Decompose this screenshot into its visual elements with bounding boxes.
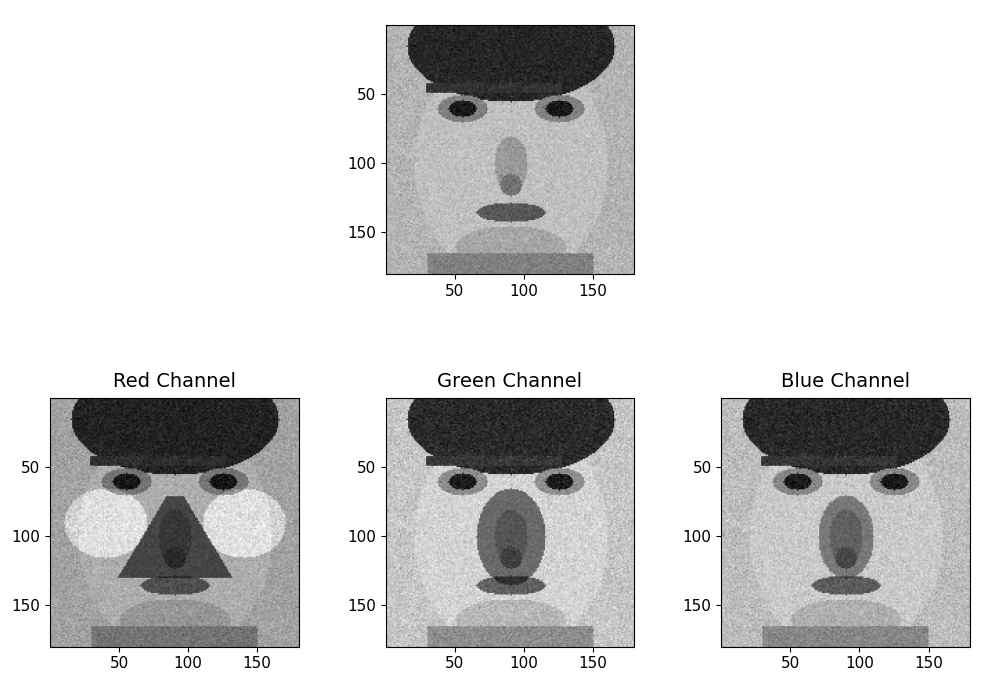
Title: Red Channel: Red Channel [113, 372, 236, 391]
Title: Green Channel: Green Channel [437, 372, 583, 391]
Title: Blue Channel: Blue Channel [781, 372, 910, 391]
